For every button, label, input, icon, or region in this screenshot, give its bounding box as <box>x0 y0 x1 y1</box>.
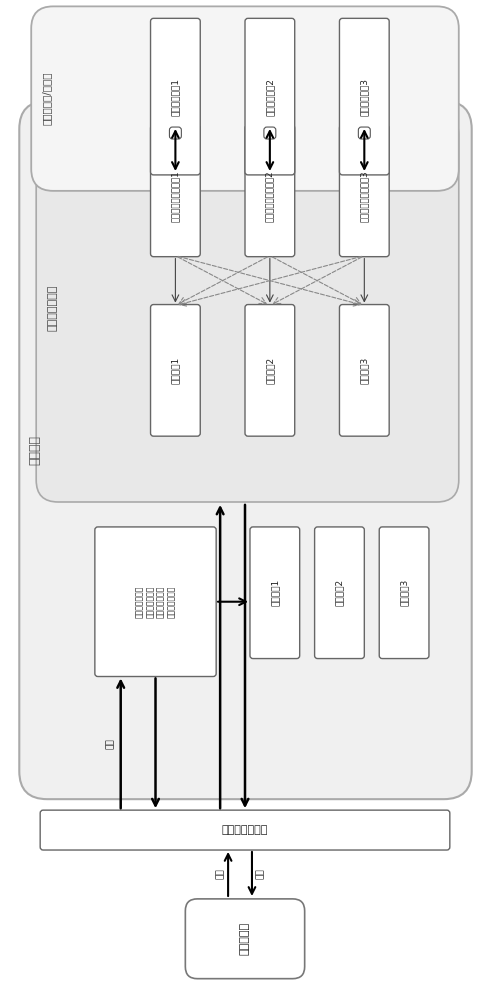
Text: 交易单元2: 交易单元2 <box>266 357 274 384</box>
FancyBboxPatch shape <box>19 101 472 799</box>
FancyBboxPatch shape <box>340 305 389 436</box>
Text: 客户端系统: 客户端系统 <box>240 922 250 955</box>
FancyBboxPatch shape <box>340 125 389 257</box>
FancyBboxPatch shape <box>315 527 365 659</box>
FancyBboxPatch shape <box>264 127 276 139</box>
Text: 上海市场报盘组: 上海市场报盘组 <box>47 284 57 331</box>
FancyBboxPatch shape <box>245 305 294 436</box>
FancyBboxPatch shape <box>150 125 200 257</box>
Text: 开放数据库互连接口1: 开放数据库互连接口1 <box>171 170 180 222</box>
FancyBboxPatch shape <box>40 810 450 850</box>
Text: 交易单元3: 交易单元3 <box>399 579 409 606</box>
Text: 交易所网关/投盘库: 交易所网关/投盘库 <box>42 72 52 125</box>
FancyBboxPatch shape <box>31 6 459 191</box>
Text: 订单: 订单 <box>216 869 224 879</box>
Text: 回报: 回报 <box>106 738 115 749</box>
Text: 交易单元3: 交易单元3 <box>360 357 369 384</box>
FancyBboxPatch shape <box>150 18 200 175</box>
Text: 交易单元1: 交易单元1 <box>270 579 279 606</box>
FancyBboxPatch shape <box>379 527 429 659</box>
FancyBboxPatch shape <box>150 305 200 436</box>
Text: 多线程处理程序
订单路由到报单
报盘单元并订单
单插入订单队列: 多线程处理程序 订单路由到报单 报盘单元并订单 单插入订单队列 <box>135 586 175 618</box>
FancyBboxPatch shape <box>250 527 300 659</box>
Text: 开放数据库互连接口2: 开放数据库互连接口2 <box>266 170 274 222</box>
Text: 报盘服务: 报盘服务 <box>29 435 42 465</box>
Text: 回报: 回报 <box>255 869 265 879</box>
Text: 数据库服务器2: 数据库服务器2 <box>266 78 274 116</box>
FancyBboxPatch shape <box>245 125 294 257</box>
Text: 数据库服务器1: 数据库服务器1 <box>171 78 180 116</box>
FancyBboxPatch shape <box>36 113 459 502</box>
Text: 交易单元1: 交易单元1 <box>171 357 180 384</box>
FancyBboxPatch shape <box>245 18 294 175</box>
Text: 开放数据库互连接口3: 开放数据库互连接口3 <box>360 170 369 222</box>
Text: 交易单元2: 交易单元2 <box>335 579 344 606</box>
FancyBboxPatch shape <box>340 18 389 175</box>
Text: 报盘任务调度器: 报盘任务调度器 <box>222 825 268 835</box>
FancyBboxPatch shape <box>185 899 305 979</box>
Text: 数据库服务器3: 数据库服务器3 <box>360 78 369 116</box>
FancyBboxPatch shape <box>358 127 370 139</box>
FancyBboxPatch shape <box>170 127 181 139</box>
FancyBboxPatch shape <box>95 527 216 677</box>
